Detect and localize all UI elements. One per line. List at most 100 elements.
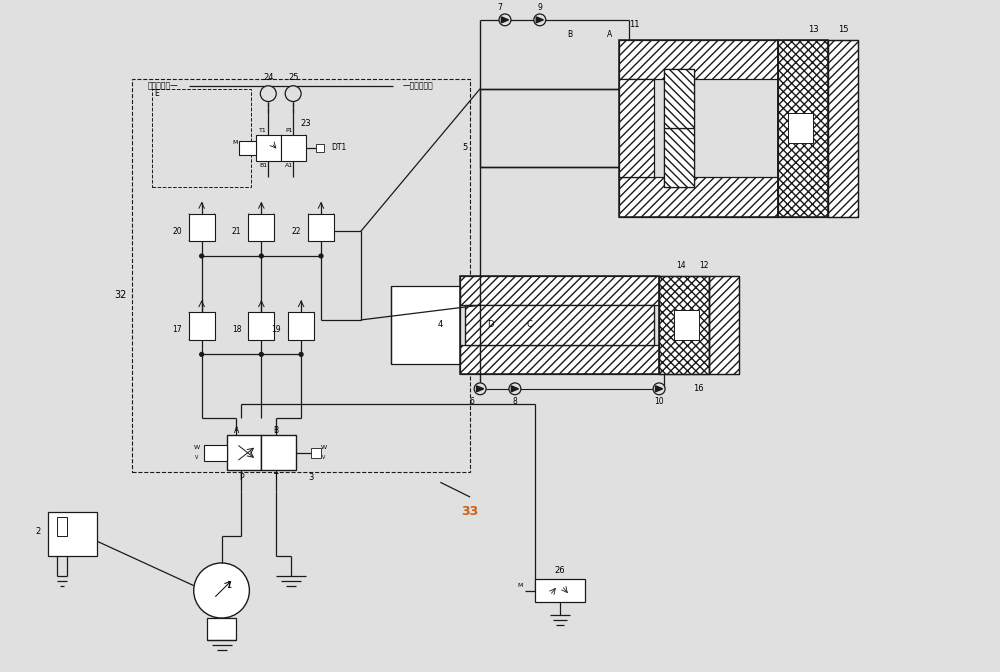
Bar	[391, 286, 460, 364]
Bar	[619, 40, 778, 79]
Bar	[152, 89, 251, 187]
Bar	[778, 40, 828, 216]
Text: 10: 10	[654, 397, 664, 406]
Text: 7: 7	[498, 3, 502, 11]
Text: W: W	[194, 446, 200, 450]
Circle shape	[200, 254, 204, 258]
Polygon shape	[477, 386, 484, 392]
Text: 5: 5	[463, 143, 468, 153]
Text: 32: 32	[115, 290, 127, 300]
Bar	[788, 114, 813, 143]
Bar	[709, 276, 739, 374]
Text: E: E	[154, 89, 159, 98]
Text: B1: B1	[259, 163, 267, 168]
Text: 17: 17	[172, 325, 182, 334]
Circle shape	[319, 254, 323, 258]
Text: A: A	[234, 425, 239, 435]
Bar	[465, 305, 654, 345]
Bar	[248, 312, 274, 339]
Bar	[311, 448, 321, 458]
Polygon shape	[656, 386, 663, 392]
Text: A: A	[607, 30, 612, 39]
Circle shape	[499, 14, 511, 26]
Circle shape	[194, 563, 249, 618]
Text: 20: 20	[172, 227, 182, 236]
Bar	[664, 128, 694, 187]
Circle shape	[259, 352, 263, 356]
Bar	[204, 445, 227, 460]
Text: 18: 18	[232, 325, 241, 334]
Bar	[316, 144, 324, 152]
Text: DT1: DT1	[331, 143, 346, 153]
Text: V: V	[322, 455, 326, 460]
Polygon shape	[536, 17, 543, 23]
Text: 11: 11	[629, 20, 640, 30]
Text: W: W	[321, 446, 327, 450]
Text: 14: 14	[676, 261, 686, 270]
Circle shape	[259, 254, 263, 258]
Text: 16: 16	[694, 384, 704, 393]
Text: C: C	[527, 321, 533, 329]
Text: 24: 24	[263, 73, 274, 83]
Text: M: M	[517, 583, 523, 588]
Bar	[460, 276, 659, 374]
Text: M: M	[233, 140, 238, 145]
Text: A1: A1	[285, 163, 293, 168]
Bar	[828, 40, 858, 216]
Bar	[57, 517, 67, 536]
Text: 13: 13	[808, 25, 819, 34]
Text: 9: 9	[537, 3, 542, 11]
Polygon shape	[511, 386, 518, 392]
Bar	[132, 79, 470, 472]
Text: T1: T1	[259, 128, 267, 132]
Circle shape	[299, 352, 303, 356]
Circle shape	[285, 86, 301, 101]
Bar	[619, 40, 778, 216]
Bar	[709, 276, 739, 374]
Text: 6: 6	[470, 397, 475, 406]
Bar	[619, 79, 654, 177]
Text: B: B	[567, 30, 572, 39]
Bar	[828, 40, 858, 216]
Bar	[664, 69, 694, 187]
Text: V: V	[195, 455, 198, 460]
Bar	[261, 435, 296, 470]
Polygon shape	[501, 17, 509, 23]
Text: 15: 15	[838, 25, 848, 34]
Bar	[664, 69, 694, 128]
Circle shape	[653, 383, 665, 394]
Text: 2: 2	[35, 527, 40, 536]
Text: B: B	[274, 425, 279, 435]
Bar	[189, 214, 215, 241]
Text: 12: 12	[699, 261, 709, 270]
Bar	[659, 276, 709, 374]
Bar	[281, 135, 306, 161]
Bar	[227, 435, 261, 470]
Text: 33: 33	[462, 505, 479, 518]
Bar	[207, 618, 236, 640]
Circle shape	[474, 383, 486, 394]
Text: D: D	[487, 321, 493, 329]
Circle shape	[260, 86, 276, 101]
Bar	[48, 512, 97, 556]
Text: 23: 23	[301, 119, 311, 128]
Text: 25: 25	[288, 73, 298, 83]
Bar	[659, 276, 709, 374]
Text: P: P	[239, 473, 244, 482]
Bar	[460, 276, 659, 305]
Bar	[308, 214, 334, 241]
Bar	[460, 345, 659, 374]
Circle shape	[200, 352, 204, 356]
Text: —接分配油路: —接分配油路	[403, 81, 433, 90]
Bar	[239, 141, 256, 155]
Text: 22: 22	[292, 227, 301, 236]
Text: T: T	[274, 473, 279, 482]
Text: 4: 4	[438, 321, 443, 329]
Text: 19: 19	[272, 325, 281, 334]
Bar	[189, 312, 215, 339]
Text: 1: 1	[227, 581, 232, 590]
Bar	[465, 305, 654, 345]
Bar	[778, 40, 828, 216]
Circle shape	[534, 14, 546, 26]
Text: P1: P1	[285, 128, 293, 132]
